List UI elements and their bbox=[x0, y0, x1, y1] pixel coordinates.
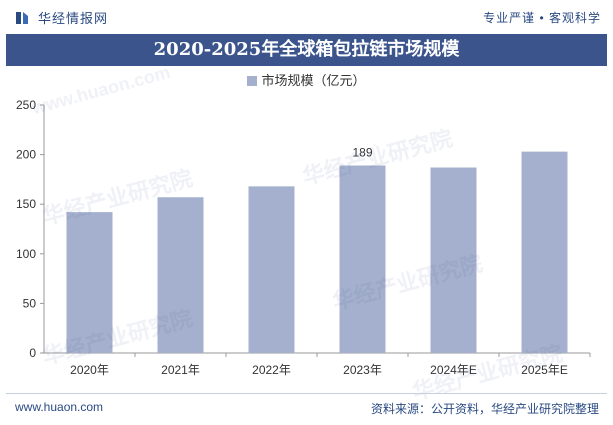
chart-title: 2020-2025年全球箱包拉链市场规模 bbox=[6, 34, 607, 66]
top-bar: 华经情报网 专业严谨 • 客观科学 bbox=[0, 0, 613, 34]
footer-source: 资料来源：公开资料，华经产业研究院整理 bbox=[370, 402, 599, 416]
legend-label: 市场规模（亿元） bbox=[261, 73, 366, 88]
y-tick-label: 50 bbox=[23, 296, 37, 310]
x-tick-label: 2024年E bbox=[430, 363, 477, 377]
footer-divider bbox=[6, 393, 607, 394]
y-tick-label: 250 bbox=[16, 98, 36, 112]
bar bbox=[248, 186, 295, 353]
x-tick-label: 2021年 bbox=[161, 363, 200, 377]
bar bbox=[339, 165, 386, 353]
x-tick-label: 2023年 bbox=[343, 363, 382, 377]
brand-name: 华经情报网 bbox=[38, 11, 109, 26]
data-label: 189 bbox=[352, 146, 372, 160]
header-tagline: 专业严谨 • 客观科学 bbox=[483, 11, 601, 25]
y-tick-label: 200 bbox=[16, 148, 36, 162]
bar bbox=[66, 212, 113, 353]
x-tick-label: 2020年 bbox=[70, 363, 109, 377]
x-tick-label: 2022年 bbox=[252, 363, 291, 377]
x-tick-label: 2025年E bbox=[521, 363, 568, 377]
y-tick-label: 150 bbox=[16, 197, 36, 211]
y-tick-label: 100 bbox=[16, 247, 36, 261]
bar bbox=[521, 151, 568, 353]
footer-url[interactable]: www.huaon.com bbox=[15, 400, 104, 414]
brand-logo[interactable]: 华经情报网 bbox=[14, 8, 108, 27]
chart-legend: 市场规模（亿元） bbox=[0, 70, 613, 89]
bar bbox=[430, 167, 477, 353]
huajing-logo-icon bbox=[16, 11, 28, 24]
bar bbox=[157, 197, 204, 353]
y-tick-label: 0 bbox=[29, 346, 36, 360]
legend-swatch bbox=[247, 76, 258, 86]
